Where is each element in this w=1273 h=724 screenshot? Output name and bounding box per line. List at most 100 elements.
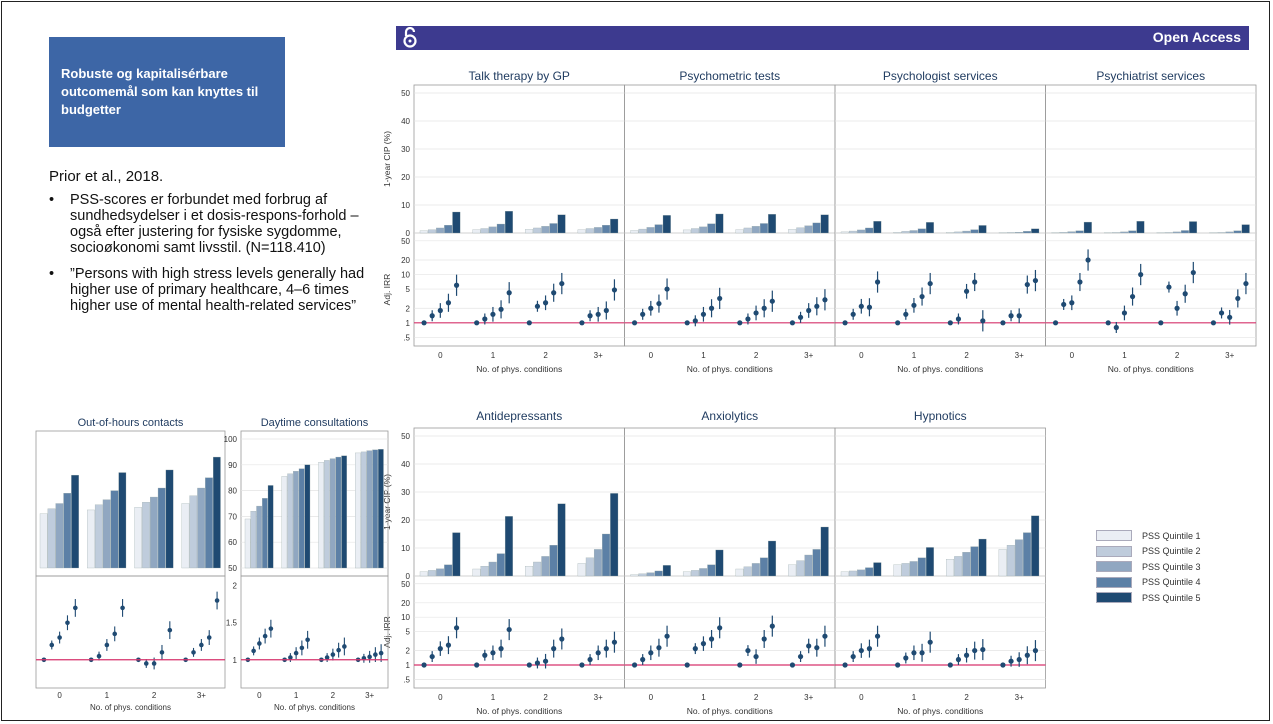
data-point (631, 320, 638, 326)
legend-entry: PSS Quintile 4 (1096, 575, 1201, 591)
data-point (288, 655, 293, 660)
data-point (955, 316, 962, 322)
bar (47, 508, 56, 569)
bar (55, 503, 64, 569)
data-point (421, 662, 427, 668)
data-point (342, 644, 347, 649)
reference-citation: Prior et al., 2018. (49, 168, 164, 185)
data-point (769, 298, 775, 304)
data-point (664, 286, 670, 292)
bar (39, 513, 48, 569)
bar (293, 471, 299, 569)
data-point (822, 297, 828, 303)
data-point (378, 650, 384, 656)
panel-frame (1045, 232, 1257, 347)
data-point (336, 647, 341, 653)
bar (577, 563, 586, 577)
data-point (1174, 305, 1180, 311)
bar (577, 229, 586, 234)
x-tick-label: 0 (859, 693, 864, 702)
bar (646, 227, 655, 234)
x-tick-label: 2 (152, 691, 157, 700)
panel-title: Out-of-hours contacts (78, 417, 184, 429)
data-point (1077, 279, 1083, 285)
data-point (206, 635, 212, 640)
y-tick-label: 20 (401, 173, 410, 182)
data-point (1024, 281, 1030, 288)
bar (533, 227, 542, 234)
data-point (587, 656, 593, 663)
bar (735, 568, 744, 577)
panel-title: Daytime consultations (261, 417, 369, 429)
data-point (1182, 291, 1188, 297)
bar (355, 452, 361, 569)
y-tick-label: 1 (233, 656, 238, 665)
data-point (631, 662, 638, 668)
bar (925, 547, 934, 577)
x-axis-label: No. of phys. conditions (687, 364, 773, 374)
panel-frame (624, 427, 836, 577)
data-point (1008, 313, 1014, 319)
bar (1014, 232, 1023, 234)
data-point (324, 655, 330, 660)
bar (1180, 230, 1189, 234)
bar (244, 518, 251, 569)
data-point (1024, 652, 1030, 658)
bar (602, 533, 611, 577)
bar (925, 222, 934, 234)
data-point (980, 646, 986, 653)
data-point (1121, 310, 1128, 316)
data-point (745, 647, 751, 654)
data-point (1008, 658, 1014, 664)
x-axis-label: No. of phys. conditions (274, 703, 355, 712)
x-tick-label: 3+ (197, 691, 206, 700)
data-point (57, 635, 62, 640)
data-point (293, 650, 299, 656)
data-point (367, 654, 372, 660)
data-point (595, 311, 601, 317)
data-point (842, 662, 848, 668)
x-tick-label: 0 (649, 351, 654, 360)
bar (1031, 228, 1040, 234)
data-point (437, 307, 443, 314)
bar (533, 561, 542, 577)
bar (630, 574, 639, 577)
data-point (542, 300, 549, 306)
data-point (708, 305, 715, 311)
data-point (73, 605, 78, 611)
data-point (640, 311, 646, 317)
x-tick-label: 2 (543, 351, 548, 360)
bar (1217, 232, 1226, 234)
data-point (1243, 280, 1249, 287)
x-axis-label: No. of phys. conditions (1108, 364, 1194, 374)
legend-swatch (1096, 545, 1132, 557)
data-point (1166, 284, 1172, 290)
y-tick-label: 70 (228, 512, 237, 521)
bar (857, 569, 866, 577)
data-point (482, 652, 488, 658)
y-tick-label: 80 (228, 487, 237, 496)
x-tick-label: 2 (754, 693, 759, 702)
bar (436, 227, 445, 234)
data-point (268, 626, 274, 631)
bar (707, 564, 716, 577)
panel-title: Psychologist services (883, 69, 998, 83)
bar (840, 571, 849, 577)
x-tick-label: 0 (649, 693, 654, 702)
bar (419, 571, 428, 577)
bar (602, 225, 611, 234)
data-point (700, 311, 707, 317)
y-axis-label: Adj. IRR (382, 274, 392, 306)
x-axis-label: No. of phys. conditions (90, 703, 171, 712)
legend-entry: PSS Quintile 2 (1096, 544, 1201, 560)
bar (1120, 231, 1129, 234)
bar (436, 568, 445, 577)
y-tick-label: .5 (403, 675, 410, 684)
bar (267, 485, 274, 569)
data-point (806, 643, 812, 649)
data-point (542, 658, 549, 664)
data-point (490, 650, 496, 656)
x-tick-label: 1 (1122, 351, 1127, 360)
bar (691, 228, 700, 234)
